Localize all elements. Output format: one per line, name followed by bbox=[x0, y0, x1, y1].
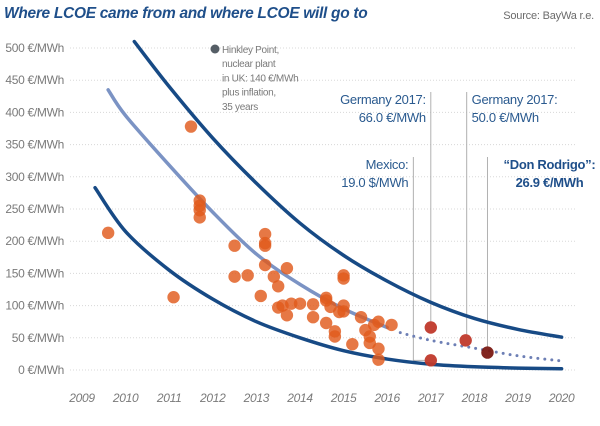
scatter-layer bbox=[101, 120, 494, 367]
scatter-point bbox=[293, 297, 307, 310]
y-tick-label: 200 €/MWh bbox=[5, 234, 64, 248]
germany-2017-66-point bbox=[424, 321, 437, 334]
scatter-point bbox=[372, 342, 385, 355]
annotation-don-rodrigo: 26.9 €/MWh bbox=[516, 175, 584, 190]
scatter-point bbox=[280, 262, 294, 275]
chart-title: Where LCOE came from and where LCOE will… bbox=[4, 5, 368, 22]
annotation-germany-66: Germany 2017: bbox=[340, 92, 426, 107]
y-tick-label: 0 €/MWh bbox=[18, 363, 64, 377]
scatter-point bbox=[285, 297, 298, 310]
annotation-germany-50: Germany 2017: bbox=[472, 92, 558, 107]
grid-layer bbox=[70, 47, 575, 371]
y-tick-label: 300 €/MWh bbox=[5, 170, 64, 184]
trend-projection-dotted bbox=[398, 331, 564, 363]
hinkley-note-line: 35 years bbox=[222, 102, 258, 113]
x-tick-label: 2009 bbox=[68, 391, 95, 405]
hinkley-note-line: nuclear plant bbox=[222, 59, 276, 70]
annotation-germany-66: 66.0 €/MWh bbox=[359, 110, 426, 125]
scatter-point bbox=[363, 336, 376, 350]
scatter-point bbox=[193, 211, 206, 224]
y-tick-label: 450 €/MWh bbox=[5, 73, 64, 87]
hinkley-note-line: in UK: 140 €/MWh bbox=[222, 73, 298, 84]
source-label: Source: BayWa r.e. bbox=[503, 10, 594, 22]
annotation-mexico: Mexico: bbox=[366, 157, 409, 172]
x-axis-ticks: 2009 2010 2011 2012 2013 2014 2015 2016 2017 2018… bbox=[68, 391, 575, 405]
leader-mexico bbox=[412, 157, 425, 361]
x-tick-label: 2018 bbox=[461, 391, 488, 405]
scatter-point bbox=[354, 310, 368, 324]
annotation-don-rodrigo: “Don Rodrigo”: bbox=[504, 157, 596, 172]
scatter-point bbox=[337, 272, 350, 285]
scatter-point bbox=[385, 318, 398, 332]
scatter-point bbox=[184, 120, 198, 133]
hinkley-note-line: Hinkley Point, bbox=[222, 45, 279, 56]
hinkley-note-line: plus inflation, bbox=[222, 88, 276, 99]
scatter-point bbox=[328, 325, 342, 338]
y-tick-label: 250 €/MWh bbox=[5, 202, 64, 216]
scatter-point bbox=[346, 338, 359, 351]
lower-bound-curve bbox=[93, 185, 564, 371]
x-tick-label: 2019 bbox=[504, 391, 531, 405]
x-tick-label: 2017 bbox=[417, 391, 445, 405]
scatter-point bbox=[241, 269, 254, 282]
x-tick-label: 2012 bbox=[199, 391, 226, 405]
hinkley-marker-icon bbox=[210, 44, 220, 54]
annotation-leaders bbox=[412, 92, 488, 361]
annotation-germany-50: 50.0 €/MWh bbox=[472, 110, 539, 125]
y-tick-label: 400 €/MWh bbox=[5, 105, 64, 119]
y-tick-label: 50 €/MWh bbox=[12, 331, 64, 345]
mexico-19-point bbox=[424, 354, 437, 367]
y-tick-label: 500 €/MWh bbox=[5, 41, 64, 55]
upper-bound-curve bbox=[132, 39, 564, 339]
scatter-point bbox=[280, 309, 294, 322]
scatter-point bbox=[337, 305, 350, 318]
x-tick-label: 2011 bbox=[156, 391, 182, 405]
x-tick-label: 2010 bbox=[112, 391, 139, 405]
scatter-point bbox=[258, 227, 272, 241]
germany-2017-50-point bbox=[459, 334, 472, 347]
scatter-point bbox=[258, 258, 272, 272]
scatter-point bbox=[319, 316, 333, 330]
y-tick-label: 150 €/MWh bbox=[5, 266, 64, 280]
scatter-point bbox=[228, 270, 241, 283]
scatter-point bbox=[306, 310, 320, 324]
scatter-point bbox=[228, 239, 241, 252]
scatter-point bbox=[267, 270, 281, 283]
scatter-point bbox=[372, 353, 385, 366]
y-tick-label: 100 €/MWh bbox=[5, 299, 64, 313]
y-tick-label: 350 €/MWh bbox=[5, 138, 64, 152]
x-tick-label: 2014 bbox=[286, 391, 313, 405]
x-tick-label: 2013 bbox=[243, 391, 270, 405]
scatter-point bbox=[101, 226, 115, 240]
scatter-point bbox=[306, 298, 320, 311]
annotation-layer: Hinkley Point, nuclear plant in UK: 140 €/… bbox=[210, 44, 596, 190]
y-axis-ticks: 0 €/MWh 50 €/MWh 100 €/MWh 150 €/MWh 200 €/M… bbox=[5, 41, 64, 377]
scatter-point bbox=[254, 289, 267, 303]
scatter-point bbox=[258, 239, 272, 252]
scatter-point bbox=[372, 315, 385, 328]
scatter-point bbox=[272, 280, 285, 293]
scatter-point bbox=[167, 291, 180, 304]
don-rodrigo-point bbox=[481, 346, 494, 359]
x-tick-label: 2020 bbox=[548, 391, 575, 405]
annotation-mexico: 19.0 $/MWh bbox=[341, 175, 408, 190]
x-tick-label: 2016 bbox=[373, 391, 400, 405]
x-tick-label: 2015 bbox=[330, 391, 357, 405]
